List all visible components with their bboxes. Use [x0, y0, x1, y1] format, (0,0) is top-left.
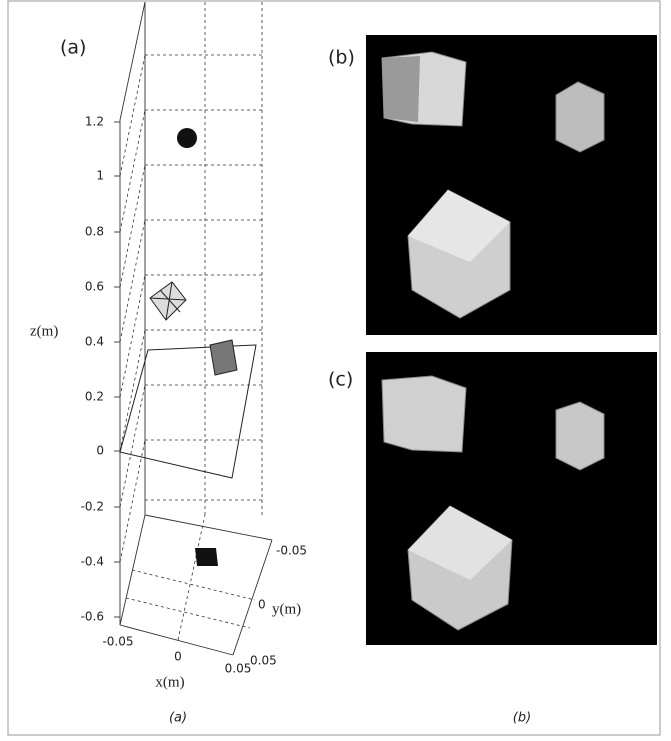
- y-tick: 0: [258, 598, 266, 612]
- z-axis-label: z(m): [30, 323, 58, 339]
- x-tick: 0.05: [225, 662, 252, 676]
- render-c: [366, 352, 657, 645]
- z-tick: 1: [96, 169, 104, 183]
- figure: (a) 1.2 1 0.8 0.6 0.4 0.2 0 -0.2 -0.4 -0…: [0, 0, 671, 737]
- caption: (b): [513, 711, 531, 726]
- caption: (a): [169, 711, 187, 726]
- z-tick: 0.4: [85, 335, 104, 349]
- z-tick: -0.2: [81, 500, 104, 514]
- z-tick: 0.2: [85, 390, 104, 404]
- z-tick: 0: [96, 444, 104, 458]
- gray-object: [210, 340, 237, 375]
- x-tick: 0: [174, 650, 182, 664]
- x-axis-label: x(m): [155, 674, 184, 690]
- z-tick: -0.6: [81, 610, 104, 624]
- panel-label: (b): [328, 47, 355, 69]
- z-tick: 0.8: [85, 225, 104, 239]
- z-tick: 0.6: [85, 280, 104, 294]
- mesh-object: [150, 282, 186, 320]
- sphere: [177, 128, 197, 148]
- plot-3d: (a) 1.2 1 0.8 0.6 0.4 0.2 0 -0.2 -0.4 -0…: [30, 2, 307, 690]
- panel-label: (a): [60, 37, 86, 59]
- y-axis-label: y(m): [272, 601, 301, 617]
- z-tick: -0.4: [81, 555, 104, 569]
- z-tick: 1.2: [85, 115, 104, 129]
- shadow: [195, 548, 218, 566]
- x-tick: -0.05: [102, 635, 133, 649]
- panel-label: (c): [328, 369, 353, 391]
- y-tick: -0.05: [276, 544, 307, 558]
- render-b: [366, 35, 657, 335]
- y-tick: 0.05: [250, 654, 277, 668]
